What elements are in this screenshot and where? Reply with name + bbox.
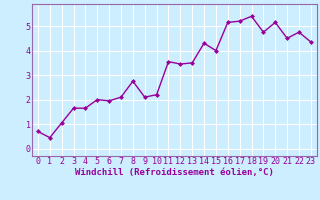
X-axis label: Windchill (Refroidissement éolien,°C): Windchill (Refroidissement éolien,°C) (75, 168, 274, 177)
